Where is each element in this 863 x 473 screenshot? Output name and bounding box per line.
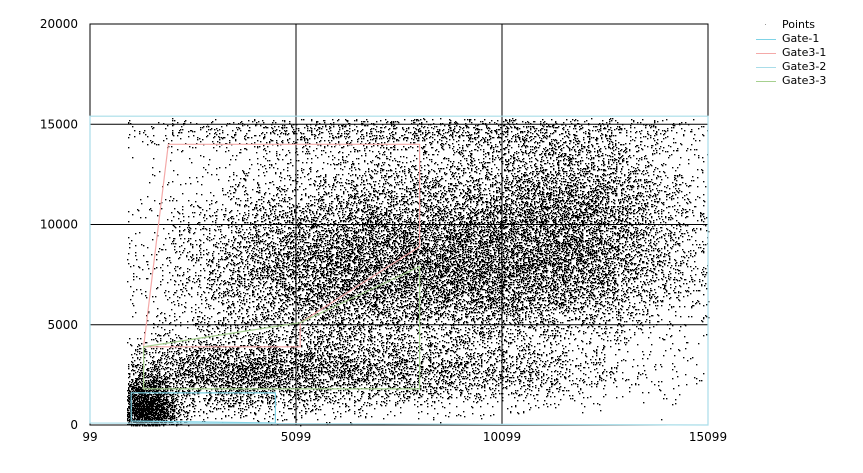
gate-polygon-gate3-2 xyxy=(89,115,709,426)
gate-polygon-gate3-3 xyxy=(143,265,421,390)
legend-swatch-gate3-3 xyxy=(756,74,776,88)
legend-label-gate-1: Gate-1 xyxy=(782,32,820,45)
y-tick-label-1: 5000 xyxy=(47,318,78,332)
legend-swatch-gate3-1 xyxy=(756,46,776,60)
legend-item-gate3-2: Gate3-2 xyxy=(756,60,826,74)
x-tick-label-2: 10099 xyxy=(483,430,521,444)
legend: Points Gate-1 Gate3-1 Gate3-2 Gate3-3 xyxy=(756,18,826,88)
x-tick-label-1: 5099 xyxy=(281,430,312,444)
legend-label-points: Points xyxy=(782,18,816,31)
y-tick-label-0: 0 xyxy=(70,418,78,432)
legend-label-gate3-3: Gate3-3 xyxy=(782,74,827,87)
x-tick-label-0: 99 xyxy=(82,430,97,444)
legend-item-points: Points xyxy=(756,18,826,32)
legend-item-gate3-3: Gate3-3 xyxy=(756,74,826,88)
y-tick-label-3: 15000 xyxy=(40,117,78,131)
legend-item-gate-1: Gate-1 xyxy=(756,32,826,46)
legend-swatch-points xyxy=(756,18,776,32)
legend-swatch-gate3-2 xyxy=(756,60,776,74)
y-tick-label-2: 10000 xyxy=(40,218,78,232)
x-tick-label-3: 15099 xyxy=(689,430,727,444)
legend-item-gate3-1: Gate3-1 xyxy=(756,46,826,60)
points-series xyxy=(126,118,710,427)
gate-polygon-gate3-1 xyxy=(142,143,421,348)
gate-polygon-gate-1 xyxy=(130,392,276,424)
legend-swatch-gate-1 xyxy=(756,32,776,46)
legend-label-gate3-1: Gate3-1 xyxy=(782,46,827,59)
y-tick-label-4: 20000 xyxy=(40,17,78,31)
legend-label-gate3-2: Gate3-2 xyxy=(782,60,827,73)
